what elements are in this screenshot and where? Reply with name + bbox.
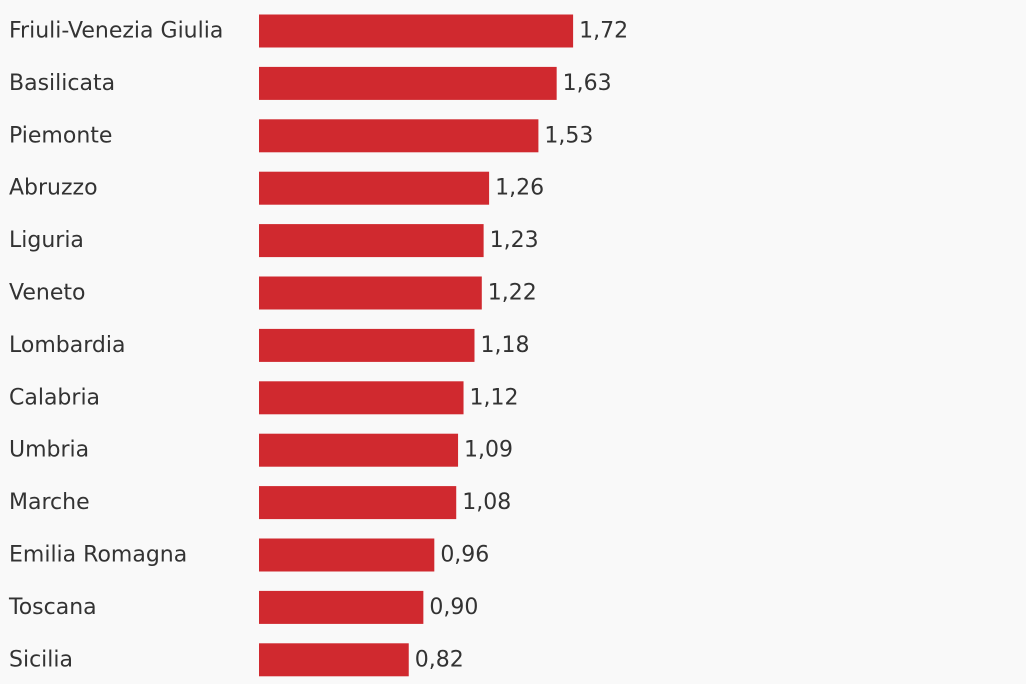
value-label: 0,90 (429, 595, 478, 620)
category-label: Basilicata (9, 71, 115, 96)
value-label: 1,22 (488, 281, 537, 306)
bar (259, 66, 557, 100)
value-label: 1,08 (462, 490, 511, 515)
category-label: Calabria (9, 385, 100, 410)
bar (259, 643, 409, 677)
bar (259, 486, 457, 520)
category-label: Friuli-Venezia Giulia (9, 19, 223, 44)
category-label: Marche (9, 490, 90, 515)
value-label: 1,23 (490, 228, 539, 253)
category-label: Abruzzo (9, 176, 98, 201)
bar (259, 119, 539, 153)
bar (259, 328, 475, 362)
value-label: 0,96 (440, 543, 489, 568)
value-label: 1,53 (544, 123, 593, 148)
category-label: Sicilia (9, 647, 73, 672)
bar (259, 224, 484, 258)
category-label: Veneto (9, 281, 85, 306)
category-label: Emilia Romagna (9, 543, 187, 568)
value-label: 1,18 (480, 333, 529, 358)
bar (259, 381, 464, 415)
bar (259, 590, 424, 624)
bar (259, 538, 435, 572)
value-label: 1,72 (579, 19, 628, 44)
value-label: 1,63 (563, 71, 612, 96)
category-label: Umbria (9, 438, 89, 463)
value-label: 1,26 (495, 176, 544, 201)
chart-rows: Friuli-Venezia Giulia 1,72 Basilicata 1,63 P… (8, 14, 628, 677)
value-label: 0,82 (415, 647, 464, 672)
bar (259, 171, 490, 205)
category-label: Toscana (8, 595, 97, 620)
bar (259, 276, 482, 310)
bar (259, 14, 574, 48)
category-label: Liguria (9, 228, 84, 253)
value-label: 1,09 (464, 438, 513, 463)
category-label: Piemonte (9, 123, 112, 148)
bar (259, 433, 459, 467)
value-label: 1,12 (470, 385, 519, 410)
category-label: Lombardia (9, 333, 125, 358)
